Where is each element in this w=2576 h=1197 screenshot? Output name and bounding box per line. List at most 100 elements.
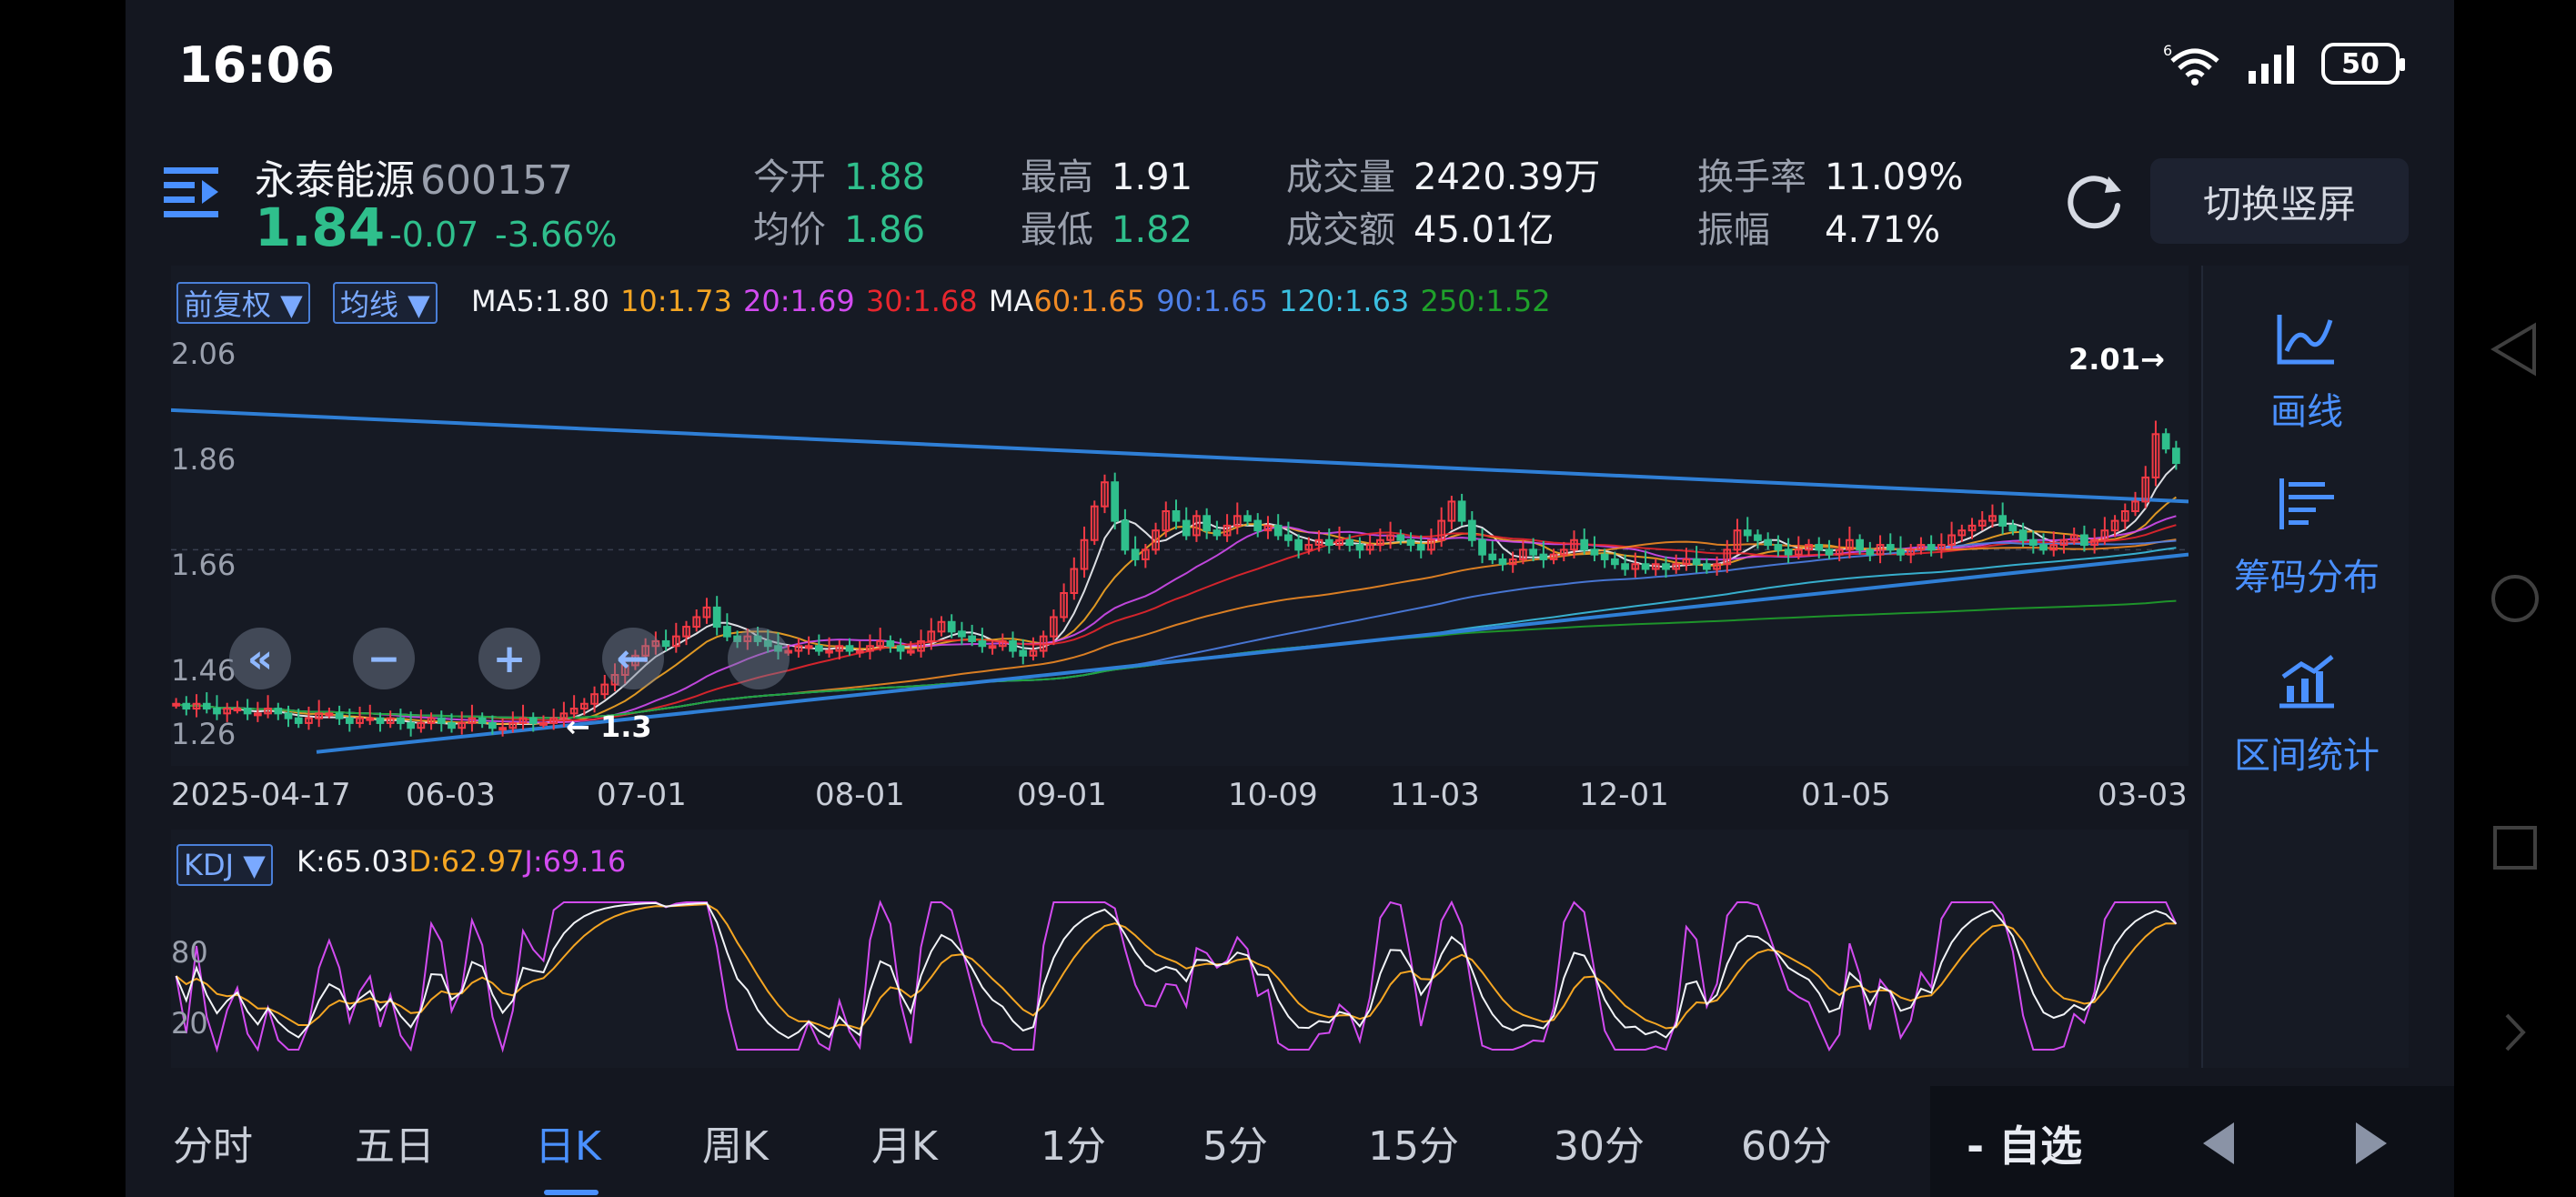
tab-1min[interactable]: 1分 <box>1041 1123 1106 1170</box>
candle-body <box>202 702 211 710</box>
candle-body <box>417 721 426 729</box>
candle-body <box>2172 448 2180 465</box>
next-stock-icon[interactable] <box>2350 1121 2390 1166</box>
y-tick-3: 1.46 <box>171 653 236 688</box>
range-stats-tool[interactable]: 区间统计 <box>2203 653 2410 779</box>
draw-line-tool[interactable]: 画线 <box>2203 309 2410 435</box>
metric-low-label: 最低 <box>1021 209 1093 251</box>
candle-body <box>1692 558 1701 566</box>
candle-body <box>753 635 762 642</box>
indicator-select[interactable]: KDJ ▼ <box>176 844 273 886</box>
candle-body <box>2039 544 2048 551</box>
candle-body <box>284 712 293 719</box>
candle-body <box>661 639 670 648</box>
back-icon[interactable] <box>2454 320 2576 378</box>
candle-body <box>1467 519 1476 541</box>
candle-body <box>682 626 690 638</box>
tab-daily-k[interactable]: 日K <box>535 1123 601 1170</box>
tab-intraday[interactable]: 分时 <box>173 1123 253 1170</box>
remove-favorite-button[interactable]: - 自选 <box>1967 1122 2083 1171</box>
candle-body <box>1050 616 1058 638</box>
candle-body <box>814 645 823 652</box>
kdj-j-line <box>175 900 2178 1053</box>
candle-body <box>1070 568 1079 595</box>
scroll-to-start-button[interactable]: « <box>229 628 291 689</box>
scroll-left-button[interactable]: ← <box>602 628 664 689</box>
tab-weekly-k[interactable]: 周K <box>702 1123 769 1170</box>
metric-open: 今开 1.88 <box>753 147 925 200</box>
candle-body <box>1641 563 1650 570</box>
tab-30min[interactable]: 30分 <box>1554 1123 1645 1170</box>
battery-icon: 50 <box>2321 43 2405 85</box>
metric-volume-label: 成交量 <box>1286 156 1395 198</box>
candle-body <box>927 630 936 642</box>
candle-body <box>478 717 487 724</box>
candle-body <box>366 717 375 721</box>
candle-body <box>702 606 711 619</box>
x-tick-2: 07-01 <box>597 777 687 813</box>
candle-body <box>1355 544 1364 551</box>
metric-avg-value: 1.86 <box>844 209 926 251</box>
kdj-legend: K:65.03D:62.97J:69.16 <box>297 844 626 879</box>
ma-type-select[interactable]: 均线 ▼ <box>333 282 438 324</box>
candle-body <box>325 712 334 717</box>
candle-body <box>1651 563 1660 570</box>
ma-legend-7: 120:1.63 <box>1279 284 1410 318</box>
candle-body <box>2151 433 2160 478</box>
y-tick-1: 1.86 <box>171 442 236 477</box>
recents-icon[interactable] <box>2454 819 2576 877</box>
candle-body <box>1508 558 1517 566</box>
signal-icon <box>2249 45 2294 84</box>
tab-monthly-k[interactable]: 月K <box>871 1123 938 1170</box>
metric-turnover: 换手率 11.09% <box>1697 147 1964 200</box>
period-tab-bar: 分时 五日 日K 周K 月K 1分 5分 15分 30分 60分 - 自选 <box>126 1086 2454 1197</box>
candle-body <box>243 708 252 715</box>
candle-body <box>498 727 507 731</box>
candle-body <box>1977 519 1987 527</box>
candle-body <box>671 635 680 648</box>
scroll-right-button[interactable] <box>728 628 790 689</box>
candle-body <box>1559 548 1568 556</box>
y-tick-2: 1.66 <box>171 548 236 582</box>
candle-body <box>1764 538 1773 547</box>
candle-body <box>427 717 436 724</box>
stock-name-text: 永泰能源 <box>255 157 415 204</box>
tab-60min[interactable]: 60分 <box>1741 1123 1832 1170</box>
candle-body <box>692 616 701 629</box>
y-tick-4: 1.26 <box>171 717 236 751</box>
candle-body <box>294 717 303 724</box>
metric-low: 最低 1.82 <box>1021 200 1192 253</box>
candle-body <box>1897 548 1905 556</box>
x-tick-6: 11-03 <box>1390 777 1480 813</box>
chip-distribution-label: 筹码分布 <box>2234 557 2380 598</box>
zoom-out-button[interactable]: − <box>353 628 415 689</box>
tab-5min[interactable]: 5分 <box>1202 1123 1268 1170</box>
max-price-annotation: 2.01→ <box>2068 342 2165 377</box>
candle-body <box>1856 538 1864 551</box>
tab-five-day[interactable]: 五日 <box>355 1123 435 1170</box>
candle-body <box>1580 538 1589 551</box>
chart-area[interactable]: 前复权 ▼ 均线 ▼ MA5:1.80 10:1.73 20:1.69 30:1… <box>171 266 2189 1068</box>
zoom-in-button[interactable]: + <box>478 628 540 689</box>
candle-body <box>1549 553 1558 560</box>
ma-legend: MA5:1.80 10:1.73 20:1.69 30:1.68 MA60:1.… <box>471 284 1553 318</box>
candle-body <box>1713 563 1721 570</box>
kline-chart[interactable] <box>171 266 2189 1068</box>
tab-15min[interactable]: 15分 <box>1368 1123 1459 1170</box>
home-icon[interactable] <box>2454 569 2576 628</box>
switch-portrait-button[interactable]: 切换竖屏 <box>2150 158 2409 244</box>
candle-body <box>1784 548 1793 556</box>
chevron-right-icon[interactable] <box>2454 1010 2576 1055</box>
metric-high-value: 1.91 <box>1112 156 1193 198</box>
adjust-select[interactable]: 前复权 ▼ <box>176 282 310 324</box>
chip-distribution-tool[interactable]: 筹码分布 <box>2203 475 2410 600</box>
candle-body <box>264 708 272 715</box>
kdj-tick-80: 80 <box>171 935 208 970</box>
menu-icon[interactable] <box>162 164 222 224</box>
refresh-icon[interactable] <box>2058 164 2130 236</box>
candle-body <box>1121 519 1130 551</box>
candle-body <box>917 639 925 652</box>
candle-body <box>1019 649 1028 657</box>
prev-stock-icon[interactable] <box>2199 1121 2239 1166</box>
ma-legend-0: MA5:1.80 <box>471 284 609 318</box>
